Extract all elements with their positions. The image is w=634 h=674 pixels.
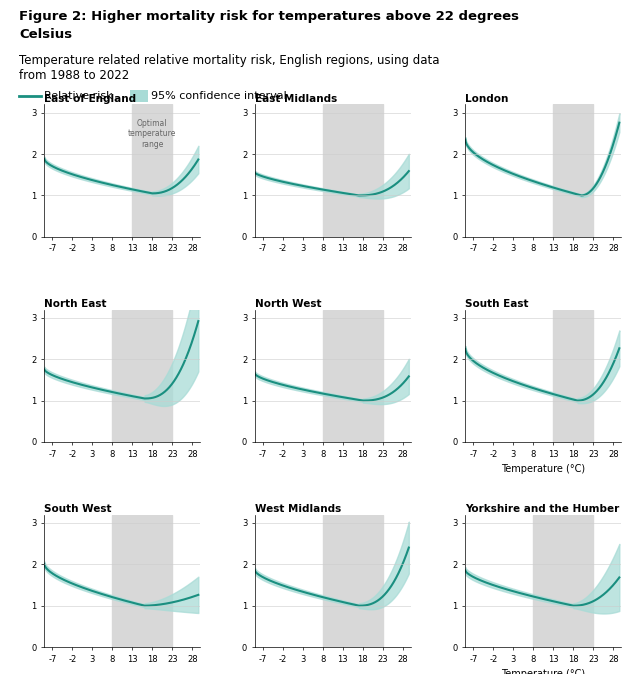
- Text: North West: North West: [255, 299, 321, 309]
- Text: South East: South East: [465, 299, 529, 309]
- Bar: [112, 309, 172, 442]
- Bar: [323, 104, 383, 237]
- Text: East Midlands: East Midlands: [255, 94, 337, 104]
- Text: London: London: [465, 94, 508, 104]
- Text: Yorkshire and the Humber: Yorkshire and the Humber: [465, 504, 619, 514]
- Text: 95% confidence interval: 95% confidence interval: [151, 91, 287, 100]
- Bar: [133, 104, 172, 237]
- Text: Temperature related relative mortality risk, English regions, using data
from 19: Temperature related relative mortality r…: [19, 54, 439, 82]
- Bar: [553, 309, 593, 442]
- Text: West Midlands: West Midlands: [255, 504, 341, 514]
- Text: Relative risk: Relative risk: [44, 91, 113, 100]
- Text: Optimal
temperature
range: Optimal temperature range: [128, 119, 176, 149]
- Text: Figure 2: Higher mortality risk for temperatures above 22 degrees: Figure 2: Higher mortality risk for temp…: [19, 10, 519, 23]
- Text: East of England: East of England: [44, 94, 136, 104]
- X-axis label: Temperature (°C): Temperature (°C): [501, 669, 585, 674]
- Text: North East: North East: [44, 299, 107, 309]
- Text: South West: South West: [44, 504, 112, 514]
- Bar: [112, 515, 172, 647]
- Text: Celsius: Celsius: [19, 28, 72, 41]
- X-axis label: Temperature (°C): Temperature (°C): [501, 464, 585, 474]
- Bar: [323, 309, 383, 442]
- Bar: [323, 515, 383, 647]
- Bar: [533, 515, 593, 647]
- Bar: [553, 104, 593, 237]
